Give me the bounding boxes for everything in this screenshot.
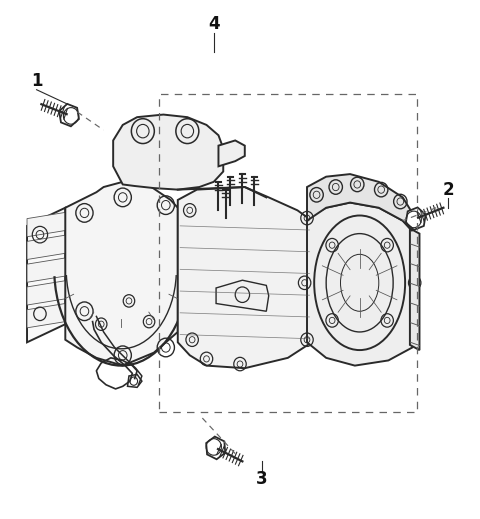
Text: 3: 3 — [256, 471, 267, 488]
Polygon shape — [113, 115, 223, 189]
Polygon shape — [307, 202, 412, 365]
Polygon shape — [27, 258, 65, 282]
Polygon shape — [27, 235, 65, 260]
Polygon shape — [206, 436, 225, 459]
Polygon shape — [406, 208, 426, 230]
Polygon shape — [178, 187, 312, 368]
Polygon shape — [65, 182, 178, 365]
Polygon shape — [27, 208, 65, 343]
Polygon shape — [307, 174, 412, 231]
Polygon shape — [59, 104, 79, 126]
Polygon shape — [410, 228, 420, 350]
Polygon shape — [27, 304, 65, 328]
Polygon shape — [128, 374, 142, 387]
Polygon shape — [216, 280, 269, 311]
Polygon shape — [218, 141, 245, 166]
Text: 4: 4 — [208, 15, 219, 33]
Polygon shape — [27, 281, 65, 305]
Text: 1: 1 — [31, 72, 42, 90]
Text: 2: 2 — [443, 181, 454, 199]
Polygon shape — [27, 212, 65, 237]
